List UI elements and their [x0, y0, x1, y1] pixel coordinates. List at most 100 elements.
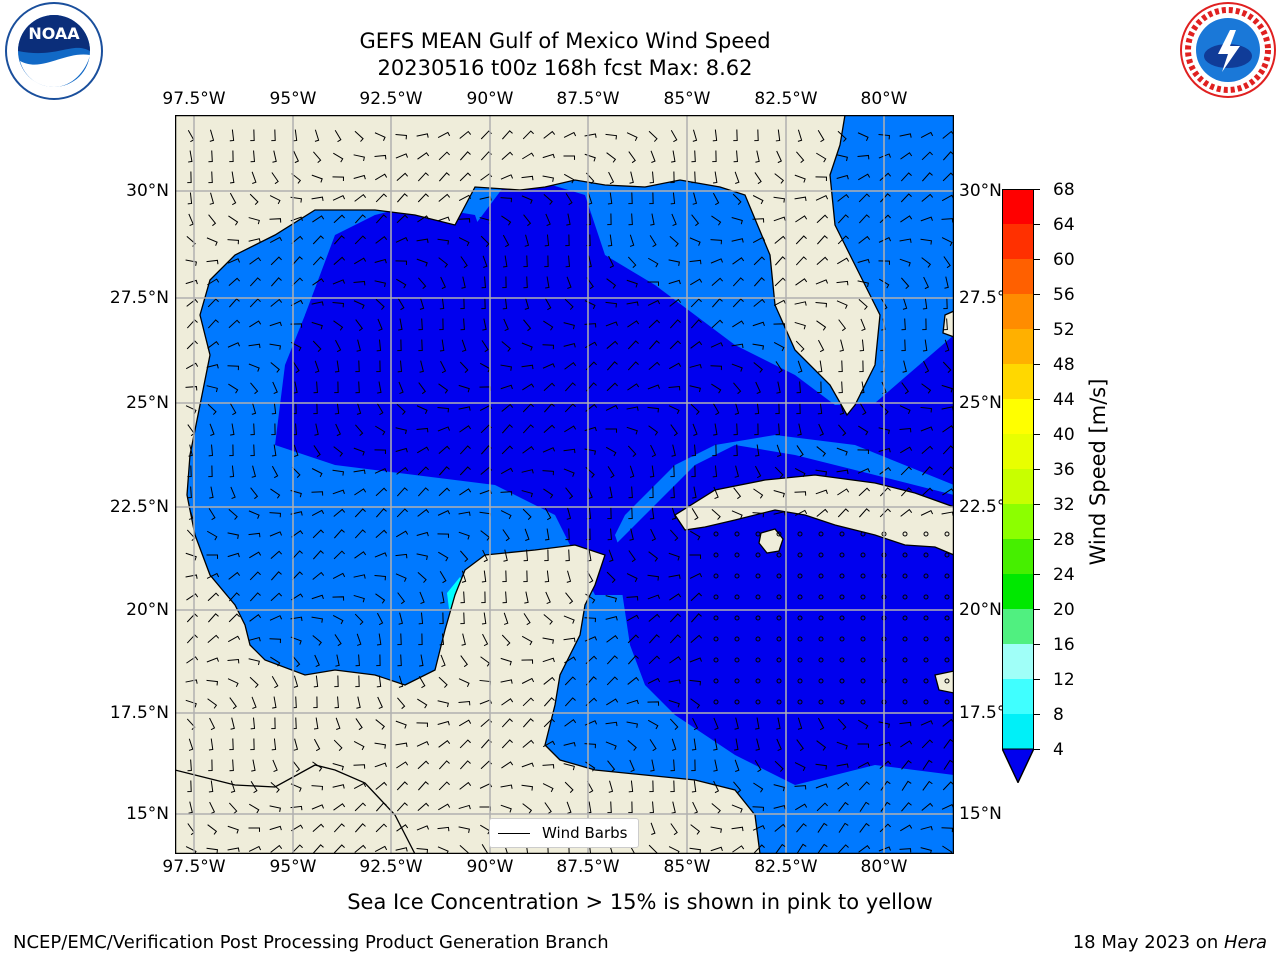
wind-barb [752, 512, 765, 518]
wind-barb [900, 193, 912, 203]
colorbar-segment [1002, 434, 1034, 469]
calm-barb [860, 531, 866, 537]
wind-barb [396, 487, 408, 497]
wind-barb [460, 256, 468, 269]
wind-barb [480, 466, 493, 475]
wind-barb [440, 591, 445, 604]
wind-barb [543, 320, 554, 331]
calm-barb [734, 531, 740, 537]
wind-barb [626, 132, 638, 142]
wind-barb [209, 129, 215, 142]
wind-barb [671, 738, 677, 751]
calm-barb [797, 594, 803, 600]
map-gridlines [175, 115, 954, 854]
wind-barb [859, 801, 870, 812]
wind-barb [521, 659, 534, 664]
wind-barb [354, 508, 366, 518]
wind-barb [523, 570, 528, 583]
wind-barb [375, 508, 387, 518]
colorbar [1001, 189, 1035, 785]
wind-barb [523, 613, 531, 626]
wind-barb [879, 823, 891, 833]
wind-barb [375, 425, 386, 436]
wind-barb [606, 635, 619, 643]
wind-barb [943, 759, 954, 770]
wind-barb [333, 214, 346, 224]
wind-barb [501, 215, 512, 226]
wind-barb [900, 215, 913, 223]
colorbar-frame [1002, 189, 1034, 784]
calm-barb [902, 594, 908, 600]
wind-barb [648, 425, 659, 436]
wind-barb [563, 637, 576, 643]
wind-barb [185, 552, 197, 561]
wind-barb [188, 801, 193, 814]
wind-barb [900, 824, 913, 832]
colorbar-segment [1002, 294, 1034, 329]
wind-barb [669, 298, 682, 307]
wind-barb [458, 384, 470, 393]
wind-barb [271, 172, 279, 185]
wind-barb [776, 444, 782, 457]
wind-barb [311, 301, 324, 306]
wind-barb [312, 215, 325, 223]
colorbar-tick-label: 4 [1053, 740, 1064, 760]
wind-barb [607, 192, 613, 205]
wind-barb [353, 764, 366, 769]
wind-barb [836, 763, 849, 768]
calm-barb [944, 531, 950, 537]
wind-barb [836, 280, 849, 286]
wind-barb [458, 511, 471, 516]
wind-barb [291, 466, 301, 478]
calm-barb [860, 573, 866, 579]
wind-barb [859, 822, 870, 833]
wind-barb [335, 717, 341, 730]
wind-barb [544, 570, 550, 583]
calm-barb [734, 552, 740, 558]
wind-barb [502, 570, 507, 583]
wind-barb [815, 489, 828, 495]
wind-barb [272, 381, 278, 395]
wind-barb [626, 699, 639, 705]
wind-barb [649, 486, 654, 499]
lon-label-bottom-3: 92.5°W [359, 857, 423, 877]
colorbar-tick-label: 16 [1053, 635, 1075, 655]
wind-barb [333, 508, 346, 517]
wind-barb [838, 801, 849, 812]
wind-barb [629, 759, 635, 773]
calm-barb [734, 615, 740, 621]
wind-barb [291, 277, 303, 287]
wind-barb [460, 655, 468, 668]
wind-barb [794, 762, 806, 772]
wind-barb [836, 469, 849, 475]
wind-barb [566, 276, 572, 289]
wind-barb [250, 382, 259, 395]
wind-barb [879, 403, 889, 415]
wind-barb [774, 173, 785, 184]
wind-barb [207, 592, 220, 602]
calm-barb [923, 657, 929, 663]
colorbar-tick-label: 12 [1053, 670, 1075, 690]
wind-barb [438, 193, 451, 202]
wind-barb [734, 402, 740, 415]
wind-barb [920, 131, 934, 138]
wind-barb [733, 487, 742, 500]
wind-barb [395, 720, 407, 729]
wind-barb [356, 633, 362, 646]
wind-barb [416, 446, 430, 454]
wind-barb [711, 215, 722, 226]
wind-barb [668, 552, 680, 561]
wind-barb [250, 129, 255, 142]
wind-barb [377, 318, 383, 332]
wind-barb [439, 318, 444, 331]
wind-barb [332, 763, 344, 771]
wind-barb [818, 423, 824, 437]
wind-barb [523, 276, 528, 289]
wind-barb [754, 402, 760, 415]
wind-barb [563, 615, 575, 624]
calm-barb [797, 678, 803, 684]
wind-barb [543, 382, 556, 392]
colorbar-tick-label: 24 [1053, 565, 1075, 585]
wind-barb [311, 196, 324, 201]
wind-barb [689, 385, 701, 393]
